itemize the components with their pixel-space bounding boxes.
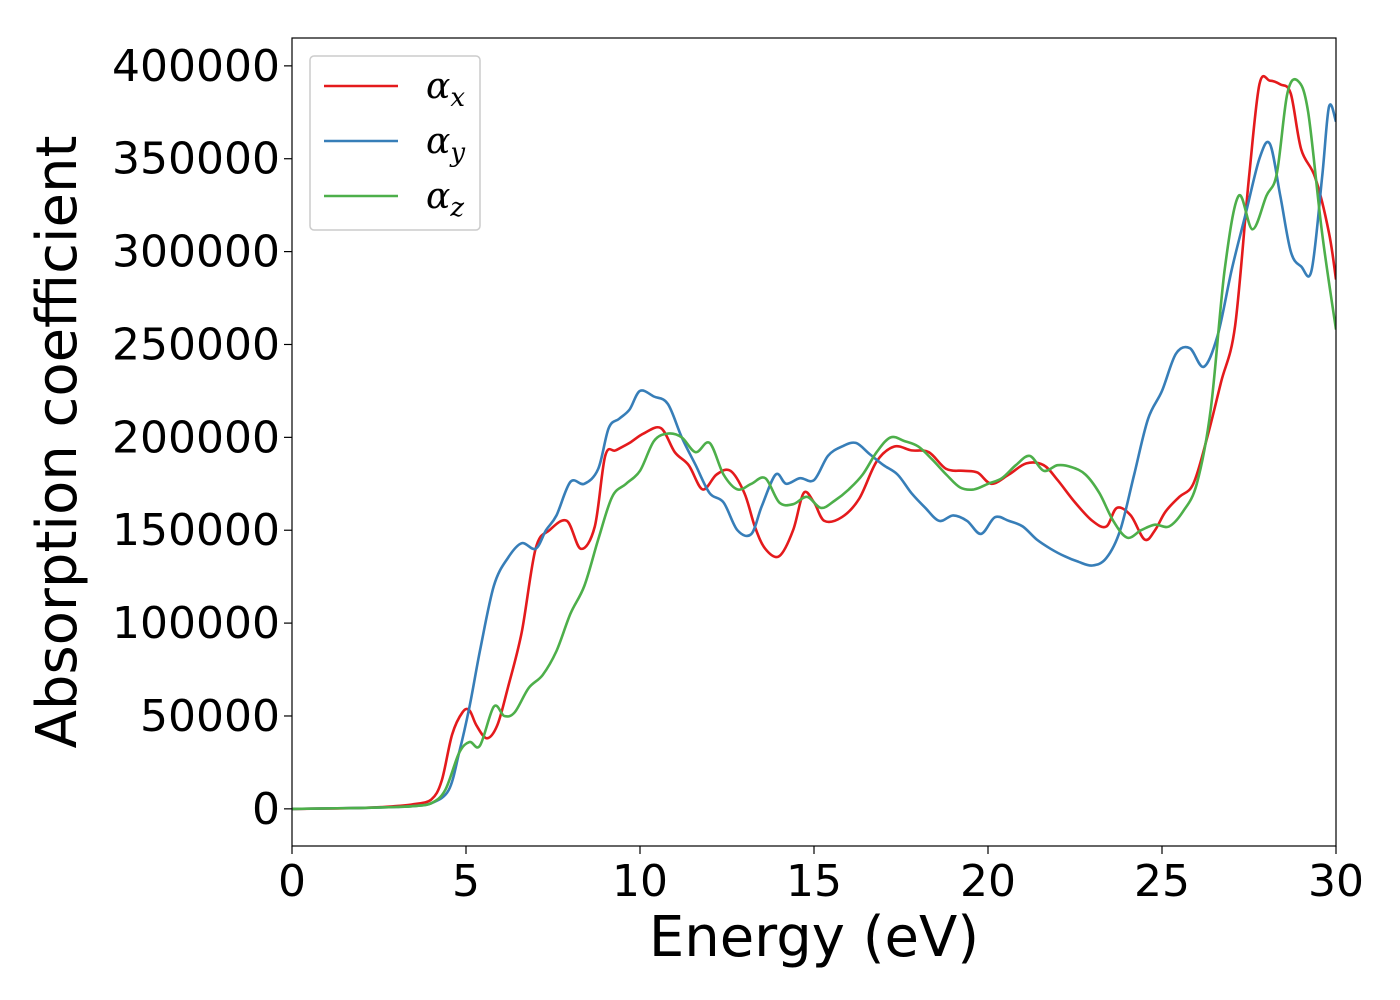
series-line-y [292,103,1336,811]
y-axis-label: Absorption coefficient [25,136,90,749]
x-tick-label: 20 [960,856,1016,907]
x-tick-label: 25 [1134,856,1190,907]
series-line-z [292,77,1336,811]
x-tick-label: 30 [1308,856,1364,907]
y-axis-ticks: 0 50000 100000 150000 200000 250000 300000 3500… [112,41,292,835]
series-line-x [292,74,1336,811]
y-tick-label: 200000 [112,412,280,463]
y-tick-label: 400000 [112,41,280,92]
x-tick-label: 0 [278,856,306,907]
series-layer [292,74,1336,811]
y-tick-label: 0 [252,784,280,835]
y-tick-label: 150000 [112,505,280,556]
x-tick-label: 5 [452,856,480,907]
x-axis-ticks: 0 5 10 15 20 25 30 [278,846,1364,907]
x-tick-label: 15 [786,856,842,907]
y-tick-label: 50000 [140,691,280,742]
legend-box [309,55,481,231]
y-tick-label: 300000 [112,227,280,278]
y-tick-label: 100000 [112,598,280,649]
y-tick-label: 250000 [112,319,280,370]
x-tick-label: 10 [612,856,668,907]
x-axis-label: Energy (eV) [649,905,979,970]
y-tick-label: 350000 [112,134,280,185]
